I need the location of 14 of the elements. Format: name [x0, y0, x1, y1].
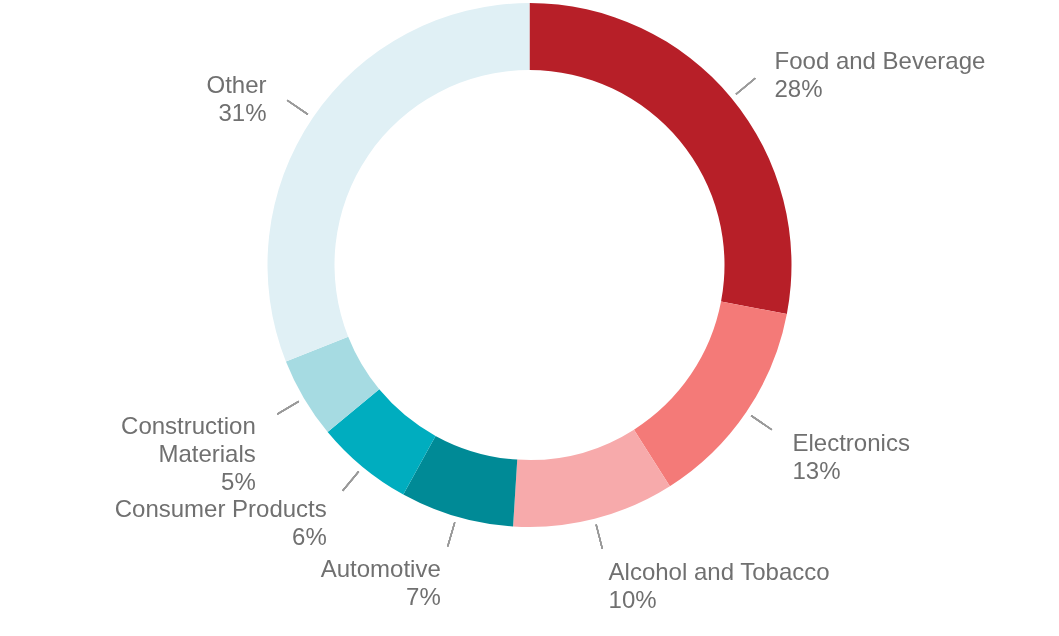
- data-label: 31%: [218, 99, 267, 127]
- slice-label: Food and Beverage: [774, 47, 986, 75]
- slice-label: Electronics: [792, 428, 910, 456]
- data-label: 5%: [221, 467, 256, 495]
- data-label: 6%: [292, 523, 327, 551]
- slice-label: Automotive: [320, 555, 441, 583]
- slice-label: Construction Materials: [121, 411, 256, 467]
- data-label: 7%: [406, 583, 441, 611]
- slice-label: Alcohol and Tobacco: [608, 558, 830, 586]
- data-label: 28%: [774, 75, 823, 103]
- slice-label: Consumer Products: [114, 495, 327, 523]
- data-label: 13%: [792, 456, 841, 484]
- slice-label: Other: [206, 71, 267, 99]
- data-label: 10%: [608, 586, 657, 614]
